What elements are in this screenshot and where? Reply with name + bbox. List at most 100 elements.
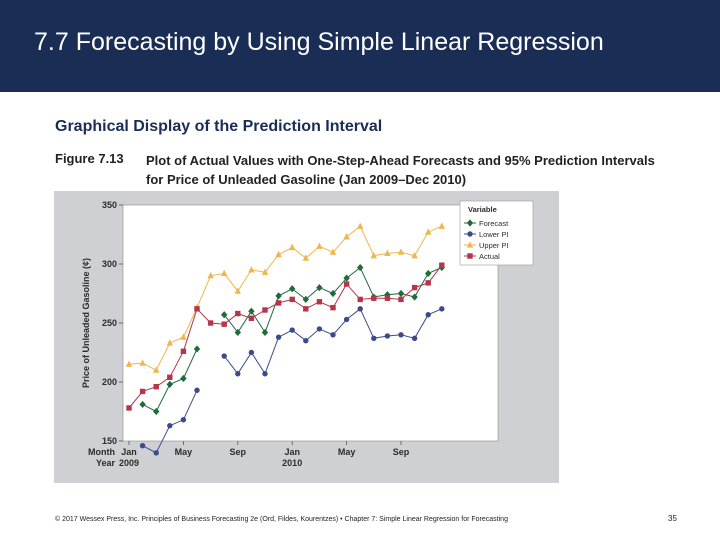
point-actual: [289, 296, 295, 303]
point-forecast: [234, 328, 241, 337]
point-forecast: [261, 328, 269, 337]
x-tick-month: May: [175, 447, 193, 457]
point-upper-pi: [316, 242, 323, 249]
page-number: 35: [668, 514, 677, 523]
point-lower-pi: [167, 422, 173, 429]
point-lower-pi: [180, 417, 187, 423]
point-upper-pi: [125, 360, 133, 367]
point-actual: [126, 405, 132, 411]
point-actual: [384, 295, 391, 301]
point-actual: [235, 310, 241, 317]
point-actual: [411, 284, 418, 291]
point-lower-pi: [221, 353, 227, 359]
point-actual: [398, 296, 404, 303]
y-axis-title: Price of Unleaded Gasoline (¢): [81, 258, 91, 388]
point-upper-pi: [370, 251, 377, 259]
point-actual: [180, 348, 187, 355]
point-actual: [425, 280, 431, 286]
point-lower-pi: [384, 333, 391, 339]
point-actual: [371, 295, 377, 301]
legend-marker: [466, 241, 474, 248]
legend-title: Variable: [468, 205, 497, 214]
legend-label: Actual: [479, 252, 500, 261]
point-actual: [248, 315, 255, 321]
point-lower-pi: [330, 332, 336, 338]
point-lower-pi: [262, 371, 268, 377]
point-upper-pi: [275, 250, 282, 258]
slide-title: 7.7 Forecasting by Using Simple Linear R…: [34, 28, 604, 56]
point-upper-pi: [180, 333, 187, 340]
point-upper-pi: [329, 248, 337, 255]
point-forecast: [425, 269, 432, 278]
point-actual: [139, 388, 146, 395]
point-lower-pi: [289, 327, 295, 333]
title-bar: 7.7 Forecasting by Using Simple Linear R…: [0, 0, 720, 92]
point-upper-pi: [425, 228, 432, 235]
chart-frame: 150 200 250 300 350 Price of Unleaded Gasolin…: [54, 191, 559, 483]
y-tick-label: 350: [102, 200, 117, 210]
point-actual: [343, 281, 350, 287]
point-forecast: [166, 380, 173, 388]
point-actual: [439, 262, 445, 268]
point-upper-pi: [384, 249, 391, 256]
legend-label: Forecast: [479, 219, 509, 228]
figure-label: Figure 7.13: [55, 151, 124, 166]
point-upper-pi: [153, 366, 160, 373]
point-upper-pi: [248, 266, 255, 273]
point-upper-pi: [234, 287, 241, 294]
legend-label: Lower PI: [479, 230, 509, 239]
legend-marker: [467, 231, 473, 237]
y-tick-label: 300: [102, 259, 117, 269]
x-tick-month: May: [338, 447, 356, 457]
point-actual: [316, 299, 323, 305]
point-actual: [275, 300, 282, 306]
point-actual: [221, 321, 227, 327]
x-header-month: Month: [88, 447, 115, 457]
point-lower-pi: [357, 306, 363, 312]
figure-caption: Plot of Actual Values with One-Step-Ahea…: [146, 153, 655, 187]
point-lower-pi: [371, 335, 377, 342]
point-lower-pi: [235, 371, 241, 377]
point-upper-pi: [289, 243, 296, 251]
point-upper-pi: [343, 233, 350, 240]
point-actual: [262, 307, 268, 313]
point-lower-pi: [248, 349, 255, 356]
point-forecast: [153, 407, 160, 416]
point-actual: [207, 320, 214, 326]
point-upper-pi: [411, 251, 418, 259]
point-forecast: [397, 289, 405, 298]
point-upper-pi: [207, 272, 214, 279]
legend-marker: [466, 219, 474, 227]
section-subtitle: Graphical Display of the Prediction Inte…: [55, 118, 383, 135]
point-lower-pi: [316, 326, 323, 332]
point-upper-pi: [357, 222, 364, 229]
plot-area: [122, 204, 499, 442]
point-lower-pi: [411, 335, 418, 342]
point-lower-pi: [425, 312, 431, 318]
point-upper-pi: [397, 248, 405, 255]
legend-marker: [467, 253, 473, 259]
x-tick-year: 2010: [282, 458, 302, 468]
point-forecast: [193, 345, 201, 353]
x-tick-month: Jan: [121, 447, 137, 457]
point-actual: [357, 296, 363, 303]
footer-copyright: © 2017 Wessex Press, Inc. Principles of …: [55, 516, 508, 523]
point-lower-pi: [343, 316, 350, 323]
point-upper-pi: [302, 254, 309, 261]
point-lower-pi: [398, 332, 404, 338]
point-actual: [153, 384, 159, 390]
point-forecast: [329, 289, 337, 298]
y-tick-label: 150: [102, 436, 117, 446]
point-actual: [167, 374, 173, 380]
x-tick-month: Sep: [230, 447, 247, 457]
point-actual: [194, 306, 200, 312]
point-upper-pi: [438, 222, 445, 229]
series-actual: [126, 262, 445, 411]
x-tick-year: 2009: [119, 458, 139, 468]
x-header-year: Year: [96, 458, 116, 468]
prediction-interval-chart: 150 200 250 300 350 Price of Unleaded Gasolin…: [81, 200, 534, 468]
point-lower-pi: [439, 306, 445, 312]
point-actual: [330, 304, 336, 311]
point-actual: [303, 306, 309, 312]
x-tick-month: Sep: [393, 447, 410, 457]
